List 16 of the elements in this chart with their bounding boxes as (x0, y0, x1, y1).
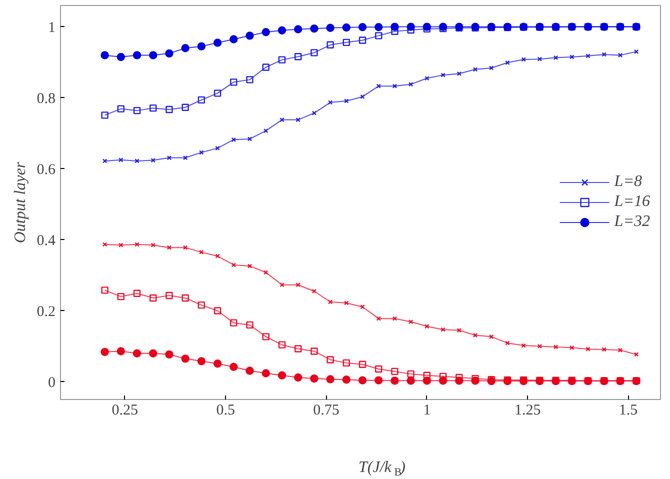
y-tick-label: 1 (48, 20, 56, 36)
y-tick-label: 0.4 (36, 232, 56, 249)
y-tick-label: 0.6 (36, 162, 56, 178)
x-tick-label: 1.5 (618, 402, 638, 418)
x-tick-label: 0.5 (216, 402, 235, 418)
x-tick-label: 0.75 (313, 402, 340, 418)
x-tick-label: 1.25 (514, 402, 541, 418)
y-tick-label: 0 (48, 374, 56, 391)
legend-label: L=8 (614, 173, 642, 191)
x-tick-label: 1 (423, 402, 431, 418)
legend-label: L=16 (614, 193, 650, 211)
legend-label: L=32 (614, 213, 650, 231)
x-tick-label: 0.25 (112, 402, 138, 418)
y-axis-title: Output layer (12, 161, 29, 244)
y-tick-label: 0.8 (36, 90, 56, 107)
y-tick-label: 0.2 (36, 304, 56, 320)
